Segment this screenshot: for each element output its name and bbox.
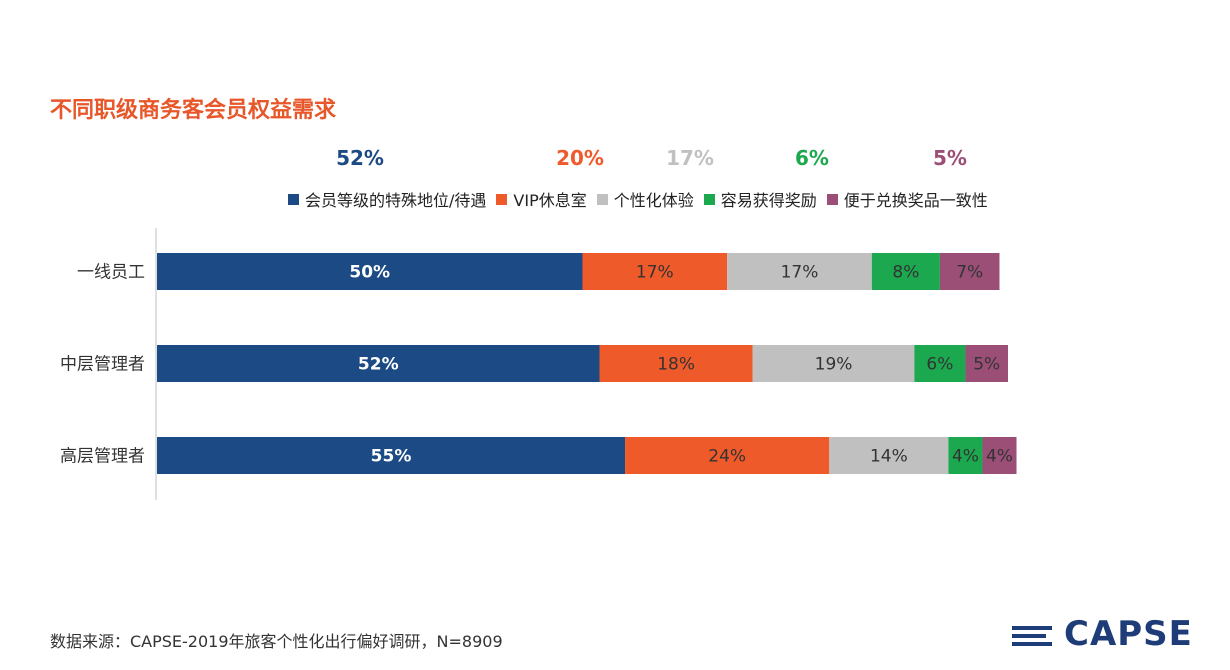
capse-logo: CAPSE xyxy=(1012,614,1212,658)
chart-title: 不同职级商务客会员权益需求 xyxy=(50,98,337,123)
data-label: 18% xyxy=(657,355,695,375)
total-label-1: 20% xyxy=(556,146,604,170)
total-label-2: 17% xyxy=(666,146,714,170)
category-label: 中层管理者 xyxy=(60,355,145,375)
legend-swatch xyxy=(496,193,508,205)
legend-swatch xyxy=(596,193,608,205)
legend-swatch xyxy=(288,193,299,205)
legend-item: 会员等级的特殊地位/待遇 xyxy=(288,187,486,211)
legend-label: 个性化体验 xyxy=(613,191,694,210)
bar-segment xyxy=(157,437,626,474)
legend-item: 容易获得奖励 xyxy=(703,187,817,211)
bar-segment xyxy=(982,437,1017,474)
data-label: 55% xyxy=(371,447,412,467)
data-label: 19% xyxy=(815,355,853,375)
bar-segment xyxy=(727,253,872,290)
data-label: 24% xyxy=(708,447,746,467)
data-label: 50% xyxy=(349,263,390,283)
bar-segment xyxy=(157,253,583,290)
data-label: 6% xyxy=(926,355,953,375)
logo-text: CAPSE xyxy=(1064,614,1193,654)
legend-item: 便于兑换奖品一致性 xyxy=(826,187,988,211)
bar-segment xyxy=(582,253,728,290)
data-label: 8% xyxy=(892,263,919,283)
total-label-3: 6% xyxy=(795,146,829,170)
bar-segment xyxy=(948,437,983,474)
category-label: 一线员工 xyxy=(77,263,145,283)
total-label-0: 52% xyxy=(336,146,384,170)
bar-segment xyxy=(914,345,966,382)
source-note: 数据来源：CAPSE-2019年旅客个性化出行偏好调研，N=8909 xyxy=(50,632,503,651)
legend-item: VIP休息室 xyxy=(496,187,587,211)
legend-swatch xyxy=(703,193,715,205)
legend-label: 会员等级的特殊地位/待遇 xyxy=(305,191,487,210)
data-label: 4% xyxy=(952,447,979,467)
bar-segment xyxy=(829,437,949,474)
legend-label: 便于兑换奖品一致性 xyxy=(843,191,988,210)
legend-label: 容易获得奖励 xyxy=(720,191,817,210)
legend-label: VIP休息室 xyxy=(513,191,587,210)
bar-segment xyxy=(599,345,753,382)
bar-segment xyxy=(871,253,940,290)
data-label: 17% xyxy=(636,263,674,283)
total-label-4: 5% xyxy=(933,146,967,170)
legend-swatch xyxy=(826,193,838,205)
bar-segment xyxy=(157,345,600,382)
data-label: 52% xyxy=(358,355,399,375)
data-label: 4% xyxy=(986,447,1013,467)
category-label: 高层管理者 xyxy=(60,447,145,467)
data-label: 5% xyxy=(973,355,1000,375)
legend: 会员等级的特殊地位/待遇 VIP休息室 个性化体验 容易获得奖励 便于兑换奖品一… xyxy=(288,187,998,211)
bar-segment xyxy=(625,437,830,474)
bar-segment xyxy=(939,253,1000,290)
data-label: 7% xyxy=(956,263,983,283)
bar-segment xyxy=(752,345,915,382)
bar-segment xyxy=(965,345,1008,382)
data-label: 17% xyxy=(781,263,819,283)
legend-item: 个性化体验 xyxy=(596,187,694,211)
stacked-bar-chart: 一线员工 50% 17% 17% 8% 7% 中层管理者 52% 18% 19% 6% 5% 高层管理者… xyxy=(60,228,1017,500)
data-label: 14% xyxy=(870,447,908,467)
series-totals: 52% 20% 17% 6% 5% xyxy=(0,146,1230,176)
